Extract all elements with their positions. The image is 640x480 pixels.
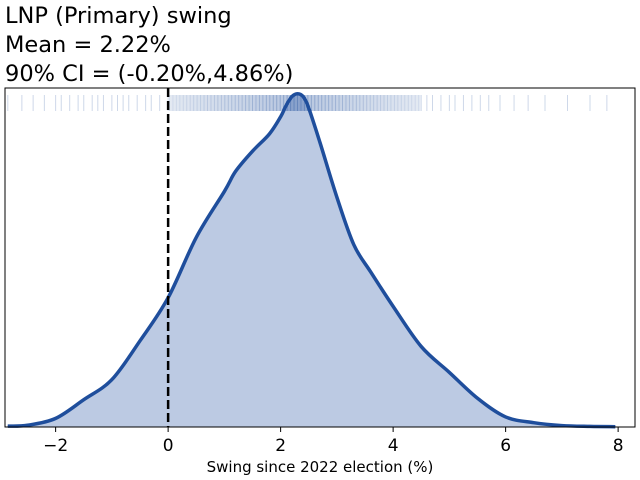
title-line-1: LNP (Primary) swing [5, 3, 232, 29]
title-line-2: Mean = 2.22% [5, 32, 171, 58]
x-tick-label: 8 [613, 436, 624, 456]
x-tick-label: 4 [388, 436, 399, 456]
x-axis-label: Swing since 2022 election (%) [207, 458, 434, 476]
chart-title: LNP (Primary) swing Mean = 2.22% 90% CI … [5, 2, 293, 89]
density-line [7, 92, 616, 429]
x-tick-label: 0 [163, 436, 174, 456]
density-area-fill [7, 93, 616, 428]
title-line-3: 90% CI = (-0.20%,4.86%) [5, 61, 294, 87]
x-tick-label: −2 [43, 436, 68, 456]
plot-area [7, 88, 616, 429]
rug-marks [7, 95, 608, 111]
plot-frame [4, 87, 636, 428]
x-tick-label: 2 [275, 436, 286, 456]
x-tick-label: 6 [500, 436, 511, 456]
x-axis-ticks: −2 0 2 4 6 8 [43, 427, 624, 456]
